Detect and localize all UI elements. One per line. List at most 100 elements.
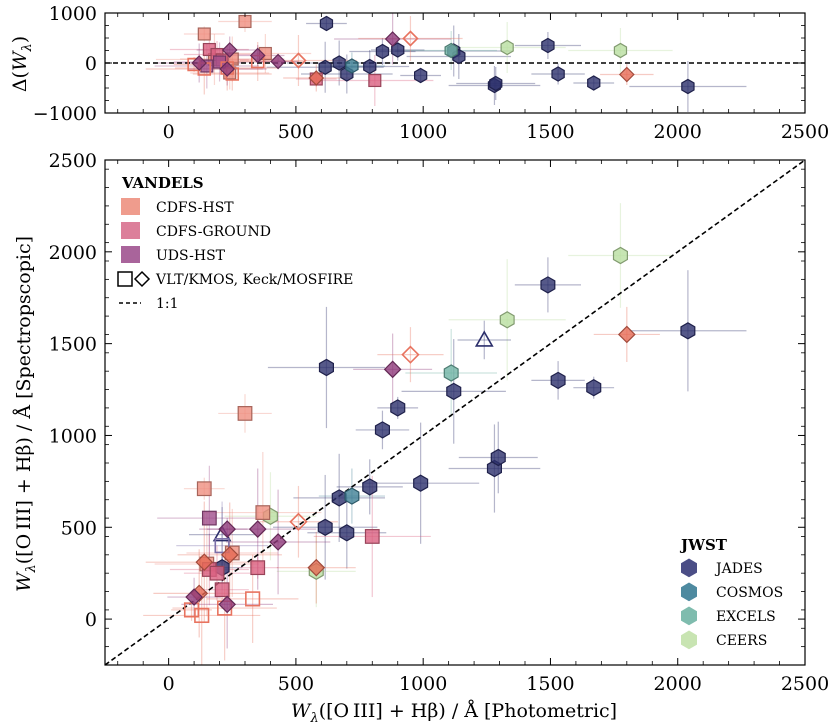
residual-y-label: Δ(Wλ)	[9, 36, 35, 92]
legend-label-shapes: VLT/KMOS, Keck/MOSFIRE	[155, 272, 353, 288]
legend-jwst: JWST JADES COSMOS EXCELS CEERS	[679, 536, 783, 650]
data-point-keck-mosfire-uds	[248, 520, 267, 538]
legend-label-excels: EXCELS	[716, 609, 776, 625]
data-point-keck-mosfire-uds	[219, 61, 236, 77]
legend-hex-ceers-icon	[681, 630, 697, 650]
data-point-jades	[551, 66, 565, 82]
data-point-jades	[413, 474, 429, 492]
x-tick-label: 0	[163, 673, 175, 695]
legend-label-cosmos: COSMOS	[716, 585, 783, 601]
y-tick-label: 500	[61, 517, 97, 539]
data-point-ceers	[499, 311, 515, 329]
data-point-cosmos	[344, 487, 360, 505]
data-point-jades	[681, 78, 695, 95]
y-tick-label: 1000	[49, 3, 97, 25]
residual-panel: 0 500 1000 1500 2000 2500 −1000 0 1000 Δ(Wλ)	[9, 3, 829, 143]
data-point-cosmos	[345, 58, 359, 74]
legend-swatch-uds-hst	[121, 246, 140, 263]
data-point-jades	[331, 489, 347, 507]
y-tick-label: 0	[85, 609, 97, 631]
x-tick-label: 1000	[399, 673, 447, 695]
x-tick-label: 0	[163, 121, 175, 143]
x-tick-label: 1000	[399, 121, 447, 143]
data-point-keck-mosfire-uds	[249, 47, 266, 64]
legend-swatch-cdfs-hst	[121, 198, 140, 215]
x-tick-label: 1500	[526, 673, 574, 695]
data-point-ceers	[613, 42, 628, 59]
data-point-jades	[332, 55, 346, 71]
data-point-jades	[489, 75, 503, 92]
data-point-cdfs-ground	[368, 73, 382, 88]
data-point-jades	[391, 42, 405, 58]
residual-x-ticks: 0 500 1000 1500 2000 2500	[117, 13, 829, 143]
legend-label-uds-hst: UDS-HST	[156, 248, 226, 264]
data-point-cdfs-hst	[196, 481, 212, 497]
legend-label-one-to-one: 1:1	[156, 296, 179, 312]
data-point-jades	[363, 58, 377, 75]
data-point-jades	[317, 518, 333, 536]
data-point-vlt-kmos-triangle	[474, 330, 494, 347]
data-point-keck-mosfire	[195, 553, 214, 572]
x-tick-label: 500	[278, 673, 314, 695]
main-x-label: Wλ([O III] + Hβ) / Å [Photometric]	[291, 700, 617, 726]
data-point-keck-mosfire-open	[402, 30, 419, 47]
data-point-jades	[318, 59, 332, 75]
main-frame	[104, 159, 806, 666]
legend-vandels: VANDELS CDFS-HST CDFS-GROUND UDS-HST VLT…	[117, 174, 353, 312]
residual-y-ticks: −1000 0 1000	[33, 3, 805, 125]
data-point-keck-mosfire	[220, 545, 239, 564]
data-point-keck-mosfire-uds	[269, 533, 287, 551]
data-point-keck-mosfire	[307, 558, 326, 577]
data-point-cdfs-hst	[237, 406, 253, 421]
legend-hex-cosmos-icon	[681, 582, 697, 602]
x-tick-label: 2000	[654, 121, 702, 143]
main-points	[183, 246, 696, 624]
data-point-jades	[318, 358, 334, 377]
legend-hex-excels-icon	[681, 606, 697, 626]
legend-label-ceers: CEERS	[716, 633, 767, 649]
x-tick-label: 2500	[781, 121, 829, 143]
main-x-ticks: 0 500 1000 1500 2000 2500	[117, 160, 829, 695]
data-point-jades	[414, 67, 428, 84]
data-point-uds-hst	[201, 510, 217, 526]
data-point-cdfs-ground	[250, 560, 266, 576]
legend-open-square-icon	[117, 271, 133, 287]
data-point-jades	[490, 448, 506, 467]
data-point-keck-mosfire-open	[290, 52, 307, 69]
data-point-vlt-kmos	[245, 591, 261, 607]
x-tick-label: 2500	[781, 673, 829, 695]
x-tick-label: 1500	[526, 121, 574, 143]
data-point-cdfs-ground	[209, 565, 225, 581]
data-point-keck-mosfire	[617, 325, 636, 344]
legend-swatch-cdfs-ground	[121, 222, 140, 239]
y-tick-label: 2500	[49, 150, 97, 172]
legend-label-cdfs-hst: CDFS-HST	[156, 200, 234, 216]
data-point-keck-mosfire	[308, 70, 325, 86]
data-point-jades	[319, 15, 334, 32]
data-point-jades	[390, 399, 406, 417]
legend-jwst-title: JWST	[679, 536, 728, 554]
data-point-excels	[443, 364, 459, 382]
residual-points	[187, 14, 695, 95]
legend-label-cdfs-ground: CDFS-GROUND	[156, 224, 271, 240]
data-point-ceers	[500, 39, 514, 56]
data-point-keck-mosfire-open	[289, 512, 308, 531]
data-point-vlt-kmos-square-open-navy	[214, 538, 230, 554]
legend-vandels-title: VANDELS	[121, 174, 204, 192]
y-tick-label: 1000	[49, 425, 97, 447]
data-point-cdfs-hst	[197, 27, 211, 41]
legend-label-jades: JADES	[714, 561, 763, 577]
data-point-excels	[444, 42, 458, 59]
data-point-keck-mosfire	[618, 66, 635, 83]
data-point-jades	[375, 43, 390, 60]
data-point-keck-mosfire-uds	[191, 55, 208, 71]
data-point-jades	[362, 478, 378, 496]
legend-hex-jades-icon	[681, 558, 697, 578]
y-tick-label: 0	[85, 53, 97, 75]
data-point-ceers	[612, 246, 629, 265]
main-y-ticks: 0 500 1000 1500 2000 2500	[49, 150, 805, 666]
data-point-cdfs-ground	[364, 529, 380, 544]
data-point-keck-mosfire-uds	[218, 520, 237, 538]
data-point-keck-mosfire-uds	[218, 595, 237, 614]
